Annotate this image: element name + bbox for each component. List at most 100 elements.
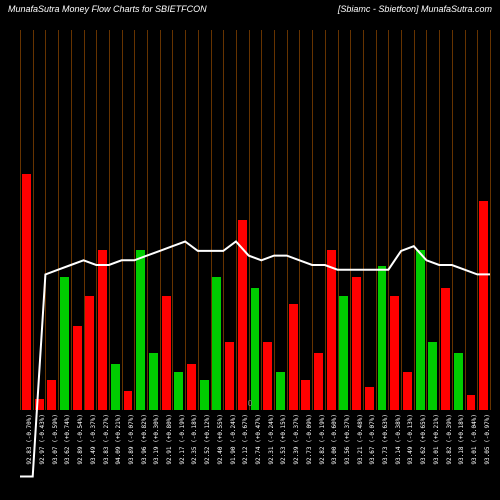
x-label-slot: 92.35 (-0.18%): [185, 412, 198, 500]
volume-bar: [60, 277, 69, 410]
bar-slot: [185, 30, 198, 410]
volume-bar: [85, 296, 94, 410]
bar-slot: [274, 30, 287, 410]
bar-slot: [96, 30, 109, 410]
x-label-slot: 92.89 (-0.54%): [71, 412, 84, 500]
x-label-slot: 93.05 (-0.97%): [477, 412, 490, 500]
volume-bar: [276, 372, 285, 410]
bar-slot: [58, 30, 71, 410]
volume-bar: [73, 326, 82, 410]
volume-bar: [428, 342, 437, 410]
x-label-slot: 93.73 (+0.63%): [376, 412, 389, 500]
volume-bar: [289, 304, 298, 410]
bar-slot: [147, 30, 160, 410]
bar-slot: [122, 30, 135, 410]
bar-slot: [84, 30, 97, 410]
x-label-slot: 92.74 (+0.47%): [249, 412, 262, 500]
bar-slot: [299, 30, 312, 410]
bar-slot: [414, 30, 427, 410]
bar-slot: [350, 30, 363, 410]
x-label-slot: 93.67 (-0.07%): [363, 412, 376, 500]
volume-bar: [467, 395, 476, 410]
volume-bar: [403, 372, 412, 410]
bar-slot: [172, 30, 185, 410]
chart-x-labels: 92.83 (-0.70%)92.97 (-0.43%)93.07 (-0.59…: [20, 412, 490, 500]
bar-slot: [363, 30, 376, 410]
bar-slot: [160, 30, 173, 410]
volume-bar: [352, 277, 361, 410]
bar-slot: [439, 30, 452, 410]
bar-slot: [198, 30, 211, 410]
x-label-slot: 93.83 (-0.27%): [96, 412, 109, 500]
volume-bar: [479, 201, 488, 410]
volume-bar: [149, 353, 158, 410]
x-label-slot: 93.49 (-0.37%): [84, 412, 97, 500]
volume-bar: [98, 250, 107, 410]
bar-slot: [211, 30, 224, 410]
x-label-slot: 93.01 (-0.04%): [465, 412, 478, 500]
volume-bar: [441, 288, 450, 410]
bar-slot: [388, 30, 401, 410]
volume-bar: [378, 266, 387, 410]
volume-bar: [111, 364, 120, 410]
volume-bar: [200, 380, 209, 410]
volume-bar: [187, 364, 196, 410]
x-label-slot: 92.83 (-0.70%): [20, 412, 33, 500]
volume-bar: [47, 380, 56, 410]
x-label-slot: 93.62 (+0.65%): [414, 412, 427, 500]
x-label-slot: 92.52 (+0.12%): [198, 412, 211, 500]
x-label-slot: 92.31 (-0.24%): [261, 412, 274, 500]
chart-bars: [20, 30, 490, 410]
volume-bar: [454, 353, 463, 410]
bar-slot: [427, 30, 440, 410]
volume-bar: [327, 250, 336, 410]
bar-slot: [249, 30, 262, 410]
x-label-slot: 93.49 (-0.13%): [401, 412, 414, 500]
x-label-slot: 92.17 (-0.19%): [172, 412, 185, 500]
x-label-slot: 93.89 (-0.07%): [122, 412, 135, 500]
volume-bar: [301, 380, 310, 410]
bar-slot: [312, 30, 325, 410]
bar-slot: [109, 30, 122, 410]
bar-slot: [452, 30, 465, 410]
bar-slot: [236, 30, 249, 410]
x-label-slot: 91.90 (-0.24%): [223, 412, 236, 500]
x-label-slot: 92.12 (-0.67%): [236, 412, 249, 500]
x-axis-label: 93.05 (-0.97%): [484, 414, 491, 465]
x-label-slot: 93.01 (+0.21%): [427, 412, 440, 500]
bar-slot: [45, 30, 58, 410]
x-label-slot: 92.82 (-0.39%): [439, 412, 452, 500]
bar-slot: [376, 30, 389, 410]
x-label-slot: 92.40 (+0.55%): [211, 412, 224, 500]
volume-bar: [124, 391, 133, 410]
volume-bar: [136, 250, 145, 410]
x-label-slot: 92.39 (-0.37%): [287, 412, 300, 500]
bar-slot: [325, 30, 338, 410]
bar-slot: [223, 30, 236, 410]
bar-slot: [261, 30, 274, 410]
volume-bar: [174, 372, 183, 410]
bar-slot: [71, 30, 84, 410]
y-axis-zero-label: 0: [248, 399, 252, 408]
x-label-slot: 94.09 (+0.21%): [109, 412, 122, 500]
x-label-slot: 92.73 (-0.09%): [299, 412, 312, 500]
x-label-slot: 92.53 (+0.15%): [274, 412, 287, 500]
x-label-slot: 93.19 (+0.30%): [147, 412, 160, 500]
bar-slot: [33, 30, 46, 410]
x-label-slot: 92.91 (+0.80%): [160, 412, 173, 500]
volume-bar: [339, 296, 348, 410]
header-title-left: MunafaSutra Money Flow Charts for SBIETF…: [8, 4, 207, 14]
x-label-slot: 93.00 (-0.60%): [325, 412, 338, 500]
x-label-slot: 92.97 (-0.43%): [33, 412, 46, 500]
x-label-slot: 93.07 (-0.59%): [45, 412, 58, 500]
volume-bar: [35, 399, 44, 410]
bar-slot: [20, 30, 33, 410]
x-label-slot: 92.82 (-0.19%): [312, 412, 325, 500]
x-label-slot: 93.21 (-0.48%): [350, 412, 363, 500]
volume-bar: [416, 250, 425, 410]
x-label-slot: 93.96 (+0.82%): [134, 412, 147, 500]
volume-bar: [212, 277, 221, 410]
volume-bar: [390, 296, 399, 410]
volume-bar: [162, 296, 171, 410]
volume-bar: [22, 174, 31, 410]
